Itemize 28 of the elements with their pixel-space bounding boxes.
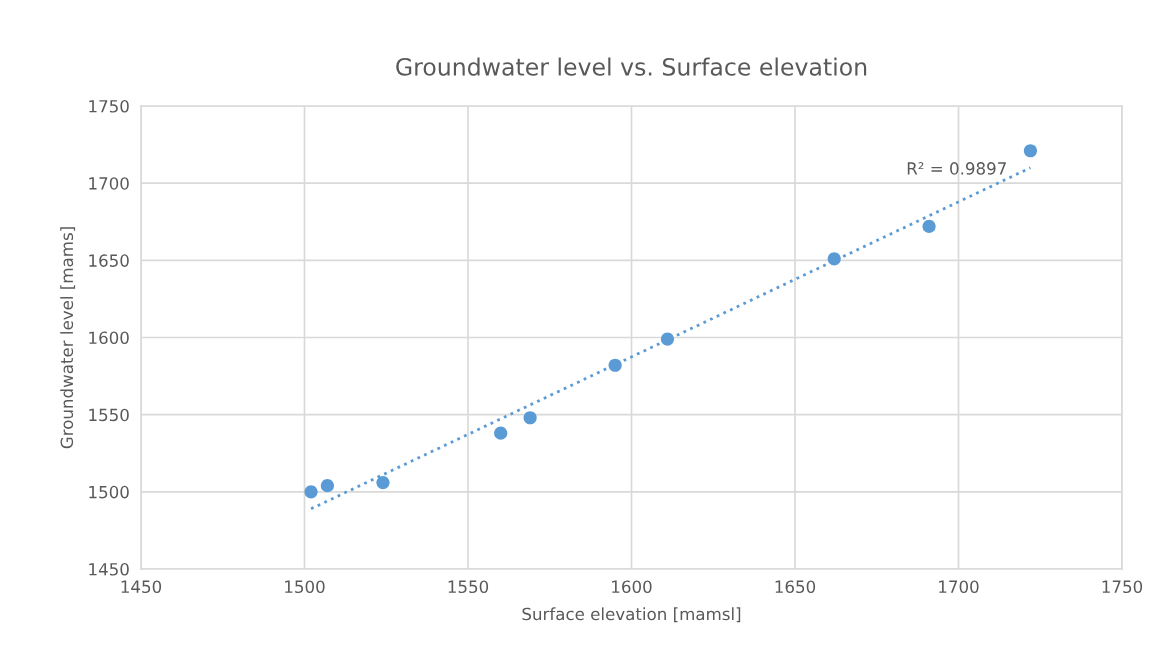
x-tick-label: 1700 <box>939 580 979 594</box>
point <box>608 358 622 372</box>
annotation: R² = 0.9897 <box>907 162 1006 175</box>
point <box>660 332 675 346</box>
point <box>1023 144 1038 158</box>
point <box>922 219 936 233</box>
point <box>320 479 334 493</box>
y-tick-label: 1650 <box>89 254 129 267</box>
y-tick-label: 1750 <box>89 99 129 113</box>
x-axis-title: Surface elevation [mamsl] <box>522 607 741 623</box>
x-tick-label: 1750 <box>1102 580 1143 594</box>
y-tick-label: 1500 <box>89 485 129 499</box>
point <box>827 252 841 266</box>
x-tick-label: 1450 <box>121 580 162 594</box>
y-axis-title: Groundwater level [mams] <box>60 227 76 449</box>
x-tick-label: 1650 <box>775 580 816 594</box>
x-tick-label: 1550 <box>448 580 489 594</box>
chart-title: Groundwater level vs. Surface elevation <box>396 57 867 76</box>
y-tick-label: 1700 <box>89 177 129 190</box>
x-tick-label: 1600 <box>612 580 652 594</box>
x-tick-label: 1500 <box>285 580 325 594</box>
y-tick-label: 1550 <box>89 408 129 422</box>
point <box>523 411 537 425</box>
y-tick-label: 1450 <box>89 562 129 576</box>
point <box>376 475 390 490</box>
point <box>304 485 318 499</box>
y-tick-label: 1600 <box>89 331 129 345</box>
point <box>494 426 508 440</box>
